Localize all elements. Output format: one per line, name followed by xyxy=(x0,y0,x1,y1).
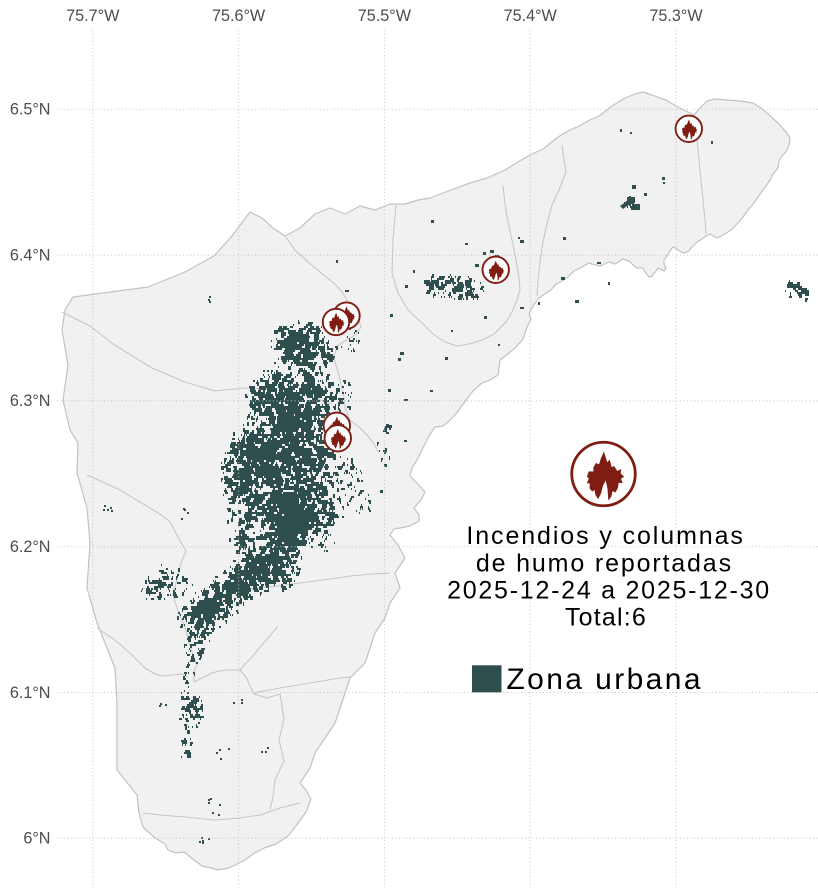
svg-text:75.6°W: 75.6°W xyxy=(212,7,266,25)
svg-text:75.5°W: 75.5°W xyxy=(358,7,412,25)
svg-text:6.4°N: 6.4°N xyxy=(10,246,51,264)
svg-text:de humo reportadas: de humo reportadas xyxy=(476,550,733,578)
svg-text:6.5°N: 6.5°N xyxy=(10,101,51,119)
svg-text:6.2°N: 6.2°N xyxy=(10,538,51,556)
svg-text:6°N: 6°N xyxy=(23,830,50,848)
svg-text:Total:6: Total:6 xyxy=(565,604,647,632)
svg-text:75.3°W: 75.3°W xyxy=(649,7,703,25)
svg-text:75.7°W: 75.7°W xyxy=(66,7,120,25)
svg-text:2025-12-24 a 2025-12-30: 2025-12-24 a 2025-12-30 xyxy=(447,577,771,605)
svg-text:6.3°N: 6.3°N xyxy=(10,392,51,410)
svg-text:Incendios y columnas: Incendios y columnas xyxy=(466,522,744,550)
svg-text:75.4°W: 75.4°W xyxy=(504,7,558,25)
svg-text:6.1°N: 6.1°N xyxy=(10,684,51,702)
svg-text:Zona urbana: Zona urbana xyxy=(506,663,703,696)
